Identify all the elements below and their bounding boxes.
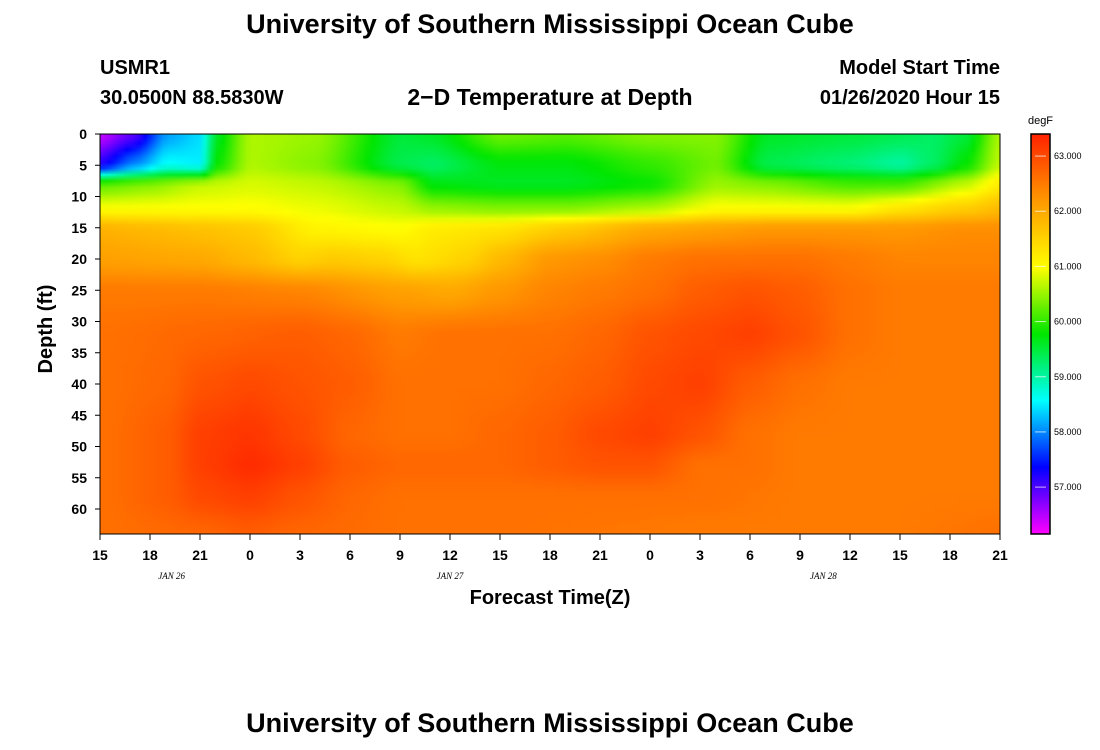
x-tick-label: 21: [192, 547, 208, 563]
colorbar-gradient: [1031, 134, 1050, 534]
x-tick-label: 15: [892, 547, 908, 563]
x-tick-label: 15: [492, 547, 508, 563]
y-tick-label: 10: [71, 189, 87, 205]
x-tick-label: 0: [246, 547, 254, 563]
y-axis-label: Depth (ft): [35, 285, 57, 374]
x-tick-label: 6: [746, 547, 754, 563]
colorbar-tick-label: 61.000: [1054, 261, 1082, 271]
x-tick-label: 3: [296, 547, 304, 563]
colorbar-tick-label: 60.000: [1054, 317, 1082, 327]
colorbar-tick-label: 62.000: [1054, 206, 1082, 216]
x-tick-label: 6: [346, 547, 354, 563]
x-tick-label: 12: [842, 547, 858, 563]
x-tick-label: 18: [942, 547, 958, 563]
y-axis: 0 5 10 15 20 25 30 35 40 45 50 55 60: [71, 126, 100, 517]
plot-area: [99, 133, 1001, 535]
plot-title: 2−D Temperature at Depth: [407, 84, 693, 110]
model-start-time: 01/26/2020 Hour 15: [819, 87, 1000, 109]
y-tick-label: 50: [71, 439, 87, 455]
colorbar-unit: degF: [1028, 115, 1053, 127]
date-label: JAN 26: [158, 571, 185, 581]
station-id: USMR1: [100, 57, 171, 79]
x-tick-label: 12: [442, 547, 458, 563]
y-tick-label: 15: [71, 220, 87, 236]
x-tick-label: 15: [92, 547, 108, 563]
y-tick-label: 55: [71, 470, 87, 486]
y-tick-label: 45: [71, 407, 87, 423]
x-tick-label: 18: [542, 547, 558, 563]
x-axis-label: Forecast Time(Z): [470, 587, 631, 609]
x-tick-label: 9: [396, 547, 404, 563]
footer-title: University of Southern Mississippi Ocean…: [246, 708, 854, 738]
x-tick-label: 21: [592, 547, 608, 563]
station-coordinates: 30.0500N 88.5830W: [100, 87, 284, 109]
colorbar-tick-label: 59.000: [1054, 372, 1082, 382]
x-tick-label: 3: [696, 547, 704, 563]
x-tick-label: 0: [646, 547, 654, 563]
y-tick-label: 25: [71, 282, 87, 298]
colorbar: degF 57.000 58.000 59.000 60.000 61.000 62.00…: [1028, 115, 1082, 535]
colorbar-frame: [1030, 133, 1051, 535]
date-label: JAN 28: [810, 571, 837, 581]
x-tick-label: 9: [796, 547, 804, 563]
colorbar-tick-label: 58.000: [1054, 427, 1082, 437]
y-tick-label: 40: [71, 376, 87, 392]
y-tick-label: 30: [71, 314, 87, 330]
y-tick-label: 0: [79, 126, 87, 142]
colorbar-tick-label: 57.000: [1054, 482, 1082, 492]
date-label: JAN 27: [437, 571, 464, 581]
model-start-label: Model Start Time: [839, 57, 1000, 79]
y-tick-label: 35: [71, 345, 87, 361]
x-tick-label: 18: [142, 547, 158, 563]
y-tick-label: 5: [79, 157, 87, 173]
x-axis: 15 18 21 0 3 6 9 12 15 18 21 0 3 6 9 12 15 18 21 JAN 26 JAN …: [92, 534, 1008, 581]
colorbar-tick-label: 63.000: [1054, 151, 1082, 161]
y-tick-label: 20: [71, 251, 87, 267]
temperature-heatmap: [100, 134, 1000, 534]
page-title: University of Southern Mississippi Ocean…: [246, 9, 854, 39]
y-tick-label: 60: [71, 501, 87, 517]
x-tick-label: 21: [992, 547, 1008, 563]
